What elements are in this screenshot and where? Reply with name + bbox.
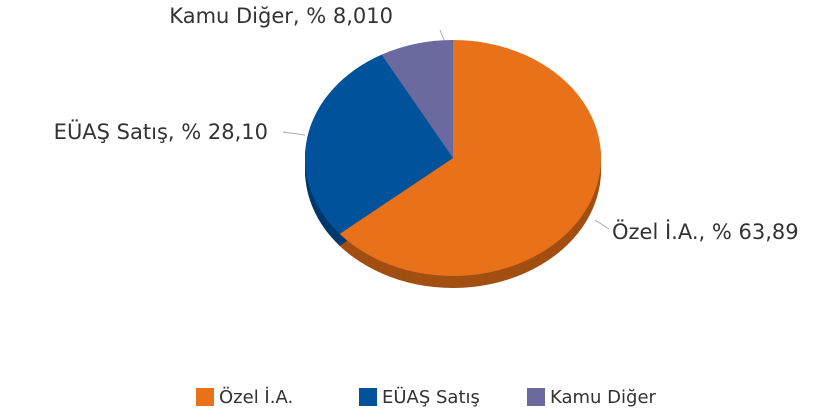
leader-line	[282, 131, 306, 136]
data-label: Kamu Diğer, % 8,010	[169, 4, 393, 28]
legend-label: Özel İ.A.	[219, 386, 293, 408]
slice	[304, 54, 453, 234]
slice	[339, 40, 601, 276]
data-label: EÜAŞ Satış, % 28,10	[54, 119, 268, 144]
leader-line	[439, 29, 445, 41]
legend-swatch	[359, 388, 377, 406]
legend-label: Kamu Diğer	[550, 387, 657, 408]
legend-swatch	[527, 388, 545, 406]
slice	[381, 40, 453, 158]
legend-label: EÜAŞ Satış	[382, 386, 480, 408]
data-label: Özel İ.A., % 63,89	[612, 219, 799, 244]
leader-line	[594, 219, 610, 230]
legend-swatch	[196, 388, 214, 406]
